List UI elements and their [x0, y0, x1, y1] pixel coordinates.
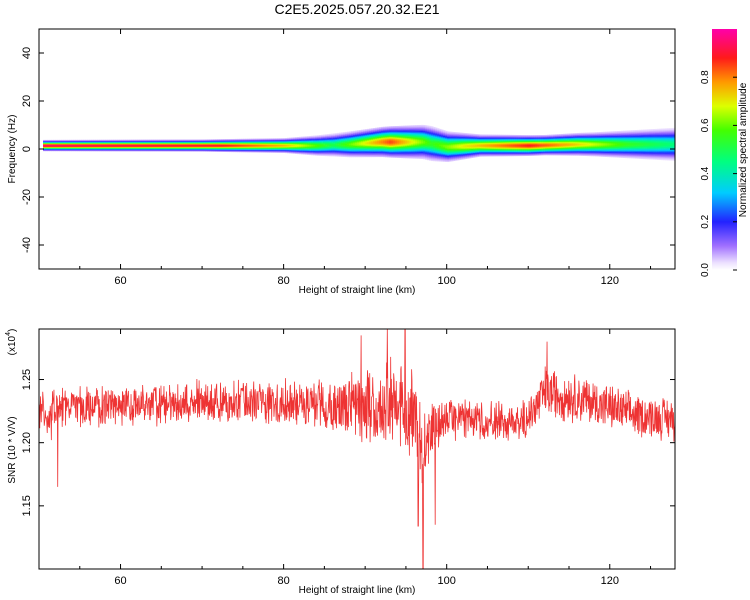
spectrogram-heatmap — [43, 125, 675, 162]
figure-title: C2E5.2025.057.20.32.E21 — [274, 1, 439, 17]
